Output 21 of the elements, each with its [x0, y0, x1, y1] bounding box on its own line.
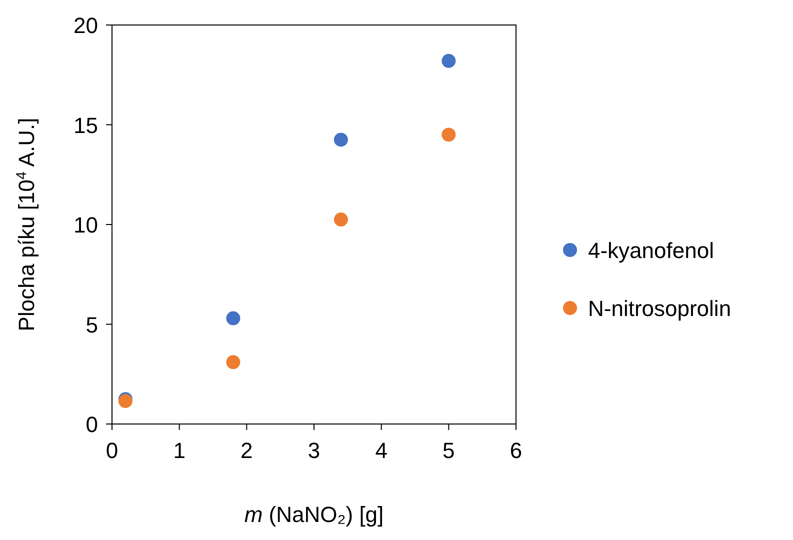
x-tick-label: 0	[106, 438, 118, 463]
point	[442, 54, 456, 68]
point	[334, 212, 348, 227]
x-tick-label: 4	[375, 438, 388, 463]
x-tick-label: 6	[510, 438, 522, 463]
y-tick-label: 20	[74, 13, 98, 38]
y-tick-label: 10	[74, 212, 98, 238]
point	[226, 355, 240, 370]
y-tick-label: 5	[86, 312, 98, 338]
x-tick-label: 3	[308, 438, 320, 463]
point	[442, 128, 456, 142]
legend-label: 4-kyanofenol	[588, 238, 714, 263]
point	[226, 311, 240, 326]
point	[334, 132, 348, 147]
x-axis-title: m (NaNO₂) [g]	[244, 502, 384, 527]
x-tick-label: 2	[240, 438, 253, 463]
legend-label: N-nitrosoprolin	[588, 296, 732, 321]
y-tick-label: 0	[86, 412, 98, 437]
x-tick-label: 1	[173, 438, 186, 463]
x-tick-label: 5	[442, 438, 455, 463]
y-tick-label: 15	[74, 112, 98, 138]
